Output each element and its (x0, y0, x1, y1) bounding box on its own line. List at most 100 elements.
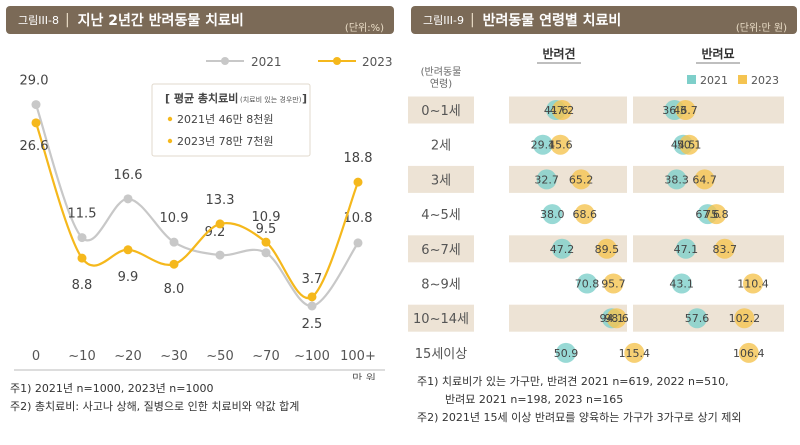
data-point-2021 (353, 238, 363, 248)
dot-label-반려견-2021: 50.9 (554, 347, 579, 360)
left-title-separator: | (64, 12, 70, 28)
right-figure-title: 반려동물 연령별 치료비 (482, 13, 622, 29)
dot-label-반려묘-2021: 57.6 (685, 312, 710, 325)
x-tick-label: 100+ (340, 349, 376, 364)
data-label-2023: 10.9 (252, 210, 281, 225)
dot-반려묘-2023 (694, 169, 715, 190)
row-label-band (408, 165, 474, 193)
dot-반려견-2021 (536, 169, 557, 190)
data-label-2023: 13.3 (206, 193, 235, 208)
data-label-2021: 2.5 (302, 317, 323, 332)
dot-반려묘-2023 (679, 134, 700, 155)
dot-label-반려견-2021: 32.7 (534, 173, 559, 186)
dot-label-반려견-2023: 65.2 (569, 173, 594, 186)
dot-반려견-2021 (552, 238, 573, 259)
dot-label-반려묘-2023: 110.4 (737, 278, 769, 291)
dot-label-반려묘-2021: 43.1 (669, 278, 694, 291)
data-point-2021 (169, 237, 179, 247)
data-point-2021 (31, 100, 41, 110)
data-label-2023: 26.6 (20, 139, 49, 154)
dot-label-반려묘-2023: 46.7 (673, 104, 698, 117)
row-band (633, 235, 784, 263)
summary-header-close: ] (302, 92, 307, 105)
right-figure-label: 그림III-9 (423, 14, 464, 27)
dot-반려견-2023 (571, 169, 592, 190)
dot-반려묘-2021 (666, 169, 687, 190)
left-figure-title: 지난 2년간 반려동물 치료비 (77, 13, 244, 29)
row-label: 15세이상 (415, 347, 467, 362)
dot-반려견-2021 (555, 342, 576, 363)
legend-swatch-2023 (738, 75, 747, 84)
dot-label-반려묘-2021: 44.5 (671, 139, 696, 152)
dot-반려견-2021 (532, 134, 553, 155)
data-point-2021 (123, 194, 133, 204)
data-point-2023 (77, 253, 87, 263)
dot-label-반려묘-2021: 67.6 (695, 208, 720, 221)
row-label-band (408, 96, 474, 124)
right-unit: (단위:만 원) (735, 23, 787, 34)
row-header-line-1: (반려동물 (421, 66, 462, 78)
dot-반려묘-2023 (738, 342, 759, 363)
dot-label-반려묘-2021: 47.1 (674, 243, 699, 256)
dot-label-반려묘-2023: 75.8 (704, 208, 729, 221)
data-label-2021: 11.5 (68, 207, 97, 222)
dot-label-반려묘-2023: 64.7 (692, 173, 717, 186)
left-figure-label: 그림III-8 (18, 14, 59, 27)
group-title-반려묘: 반려묘 (701, 46, 734, 61)
dot-label-반려묘-2021: 38.3 (664, 173, 689, 186)
data-label-2023: 8.8 (72, 278, 93, 293)
row-header-line-2: 연령) (430, 78, 452, 90)
legend-marker-2023 (333, 57, 341, 65)
row-label: 0~1세 (421, 104, 460, 119)
dot-반려묘-2021 (675, 238, 696, 259)
row-label: 3세 (431, 173, 451, 188)
dot-반려견-2023 (606, 308, 627, 329)
dot-label-반려견-2021: 41.6 (544, 104, 569, 117)
x-tick-label: ~70 (252, 349, 279, 364)
row-label: 4~5세 (421, 208, 460, 223)
data-point-2023 (353, 177, 363, 187)
dot-반려견-2023 (596, 238, 617, 259)
summary-bullet-icon (167, 138, 173, 144)
dot-반려견-2021 (542, 204, 563, 225)
data-point-2023 (307, 292, 317, 302)
left-notes: 주1) 2021년 n=1000, 2023년 n=1000 주2) 총치료비:… (10, 380, 390, 416)
dot-label-반려묘-2023: 106.4 (733, 347, 765, 360)
line-chart: 만 원 0 ~10 ~20 ~30 ~50 ~70 ~100 100+ 29.0 11.5 16.6 1… (14, 55, 393, 380)
legend-label-2023: 2023 (362, 55, 393, 69)
dot-label-반려묘-2021: 36.3 (662, 104, 687, 117)
dot-label-반려견-2023: 45.6 (548, 139, 573, 152)
dot-반려묘-2023 (714, 238, 735, 259)
x-axis-unit: 만 원 (352, 372, 376, 380)
row-label-band (408, 304, 474, 332)
dot-label-반려견-2021: 29.1 (531, 139, 556, 152)
data-label-2021: 10.9 (160, 211, 189, 226)
right-panel: 그림III-9 | 반려동물 연령별 치료비 (단위:만 원) (반려동물 연령)… (405, 0, 800, 445)
x-tick-label: ~20 (114, 349, 141, 364)
dot-label-반려견-2021: 38.0 (540, 208, 565, 221)
left-title-bar: 그림III-8 | 지난 2년간 반려동물 치료비 (단위:%) (6, 6, 394, 34)
row-label: 8~9세 (421, 278, 460, 293)
data-point-2021 (261, 248, 271, 258)
legend-label-2021: 2021 (251, 55, 282, 69)
legend-label-2021: 2021 (700, 74, 728, 87)
dot-반려견-2023 (552, 100, 573, 120)
dot-반려묘-2021 (671, 273, 692, 294)
summary-row: 2021년 46만 8천원 (177, 112, 273, 126)
dot-label-반려견-2023: 95.7 (601, 278, 626, 291)
right-note-3: 주2) 2021년 15세 이상 반려묘를 양육하는 가구가 3가구로 상기 제… (417, 411, 742, 424)
right-title-bar: 그림III-9 | 반려동물 연령별 치료비 (단위:만 원) (411, 6, 797, 34)
row-label: 10~14세 (413, 312, 469, 327)
left-unit: (단위:%) (344, 23, 384, 34)
dot-반려묘-2023 (675, 100, 696, 120)
row-band (633, 304, 784, 332)
dot-label-반려묘-2023: 83.7 (712, 243, 737, 256)
legend-swatch-2021 (687, 75, 696, 84)
group-title-반려견: 반려견 (542, 46, 575, 61)
data-point-2021 (215, 250, 225, 260)
legend-marker-2021 (221, 57, 229, 65)
dot-label-반려묘-2023: 50.1 (677, 139, 702, 152)
dot-반려견-2023 (624, 342, 645, 363)
right-title-separator: | (469, 12, 475, 28)
dot-반려견-2023 (603, 273, 624, 294)
